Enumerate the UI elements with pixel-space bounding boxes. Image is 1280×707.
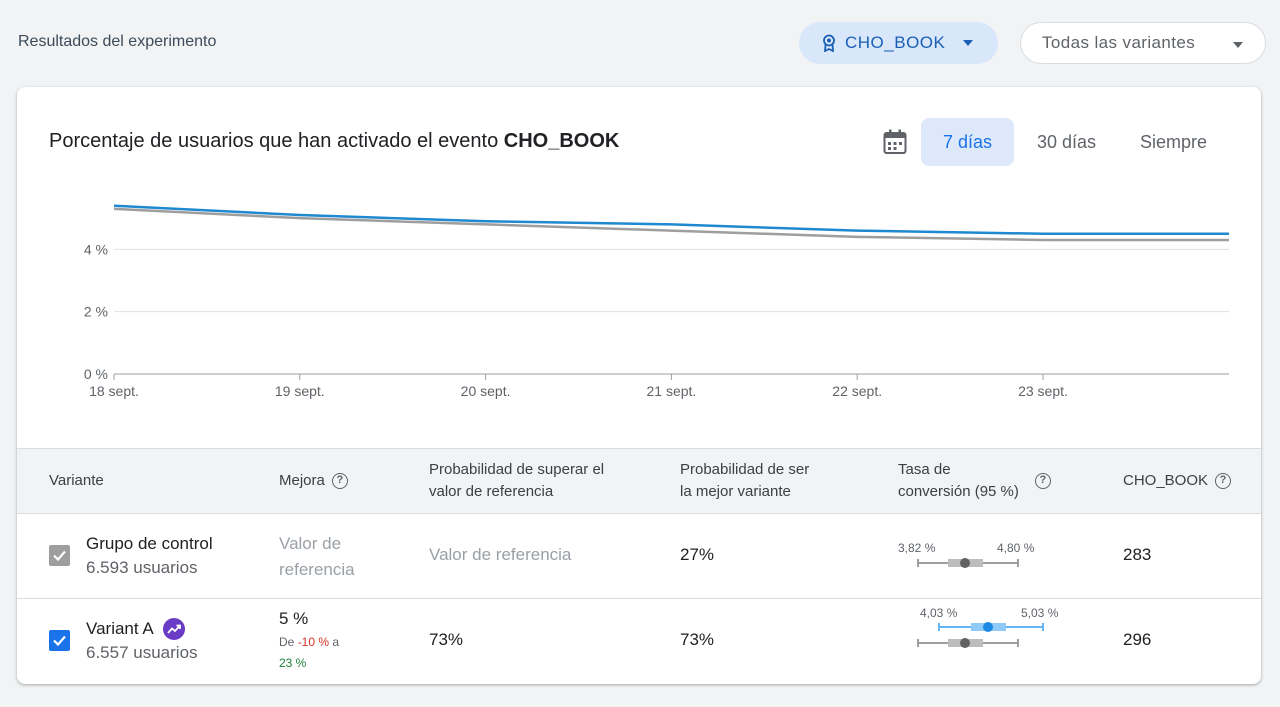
y-tick-label: 4 % xyxy=(84,241,108,257)
x-tick-label: 20 sept. xyxy=(461,383,511,399)
table-row-variant-a: Variant A 6.557 usuarios 5 % De -10 % a … xyxy=(17,599,1261,684)
range-to: a xyxy=(332,635,340,649)
x-tick-label: 22 sept. xyxy=(832,383,882,399)
header-conversion: Tasa de conversión (95 %) ? xyxy=(898,459,1051,503)
variant-users: 6.557 usuarios xyxy=(86,643,198,662)
help-icon[interactable]: ? xyxy=(1034,473,1051,489)
header-improvement-label: Mejora xyxy=(279,472,325,489)
chart-title-event: CHO_BOOK xyxy=(503,130,620,152)
variant-name: Variant A xyxy=(86,618,185,640)
control-checkbox[interactable] xyxy=(49,545,70,566)
page-title: Resultados del experimento xyxy=(18,33,217,50)
table-header: Variante Mejora ? Probabilidad de supera… xyxy=(17,448,1261,514)
header-prob-best-line1: Probabilidad de ser xyxy=(680,461,810,478)
variant-name-label: Variant A xyxy=(86,619,154,638)
header-prob-baseline-line1: Probabilidad de superar el xyxy=(429,461,605,478)
award-icon xyxy=(823,34,835,52)
trending-up-icon xyxy=(162,618,185,640)
improvement-range: De -10 % a xyxy=(279,635,339,649)
header-prob-baseline: Probabilidad de superar el valor de refe… xyxy=(429,459,604,503)
header-event: CHO_BOOK ? xyxy=(1123,470,1232,492)
results-card: Porcentaje de usuarios que han activado … xyxy=(17,87,1261,684)
series-line xyxy=(113,207,1229,242)
chart-title: Porcentaje de usuarios que han activado … xyxy=(49,130,619,153)
confidence-interval-variant-a xyxy=(938,622,1044,632)
y-tick-label: 0 % xyxy=(84,366,108,382)
event-selector-chip[interactable]: CHO_BOOK xyxy=(799,22,998,64)
prob-best-value: 73% xyxy=(680,630,715,649)
range-from: De xyxy=(279,635,295,649)
header-prob-baseline-line2: valor de referencia xyxy=(429,483,554,500)
conversion-line-chart: 0 % 2 % 4 % 18 sept. 19 sept. 20 sept. 21 sept… xyxy=(84,204,1229,399)
event-count: 283 xyxy=(1123,545,1152,564)
header-improvement: Mejora ? xyxy=(279,470,348,492)
improvement-line1: Valor de xyxy=(279,534,342,553)
improvement-line2: referencia xyxy=(279,560,355,579)
ci-high-label: 5,03 % xyxy=(1021,606,1059,620)
header-variant: Variante xyxy=(49,472,104,489)
event-count: 296 xyxy=(1123,630,1152,649)
ci-low-label: 4,03 % xyxy=(920,606,958,620)
header-conversion-line1: Tasa de xyxy=(898,461,951,478)
header-event-label: CHO_BOOK xyxy=(1123,472,1209,489)
help-icon[interactable]: ? xyxy=(331,473,348,489)
ci-low-label: 3,82 % xyxy=(898,541,936,555)
x-tick-label: 19 sept. xyxy=(275,383,325,399)
ci-high-label: 4,80 % xyxy=(997,541,1035,555)
help-icon[interactable]: ? xyxy=(1215,473,1232,489)
improvement-value: 5 % xyxy=(279,609,309,628)
header-prob-best: Probabilidad de ser la mejor variante xyxy=(680,459,809,503)
y-tick-label: 2 % xyxy=(84,304,108,320)
variant-a-checkbox[interactable] xyxy=(49,630,70,651)
range-30-days-button[interactable]: 30 días xyxy=(1036,131,1097,152)
variant-filter-label: Todas las variantes xyxy=(1042,33,1196,52)
x-tick-label: 18 sept. xyxy=(89,383,139,399)
header-conversion-line2: conversión (95 %) xyxy=(898,483,1019,500)
confidence-interval-control-reference xyxy=(917,638,1019,648)
variant-name: Grupo de control xyxy=(86,534,213,553)
confidence-interval-control xyxy=(917,558,1019,568)
improvement-baseline: Valor de referencia xyxy=(279,531,355,583)
x-tick-label: 21 sept. xyxy=(646,383,696,399)
range-all-button[interactable]: Siempre xyxy=(1139,131,1208,152)
range-7-days-button[interactable]: 7 días xyxy=(921,118,1014,166)
range-low: -10 % xyxy=(297,635,330,649)
chevron-down-icon xyxy=(1233,42,1243,48)
chevron-down-icon xyxy=(963,40,974,46)
prob-best-value: 27% xyxy=(680,545,715,564)
prob-baseline-value: 73% xyxy=(429,630,464,649)
header-prob-best-line2: la mejor variante xyxy=(680,483,791,500)
x-tick-label: 23 sept. xyxy=(1018,383,1068,399)
variant-filter-select[interactable]: Todas las variantes xyxy=(1020,22,1266,64)
chart-title-prefix: Porcentaje de usuarios que han activado … xyxy=(49,130,499,152)
calendar-icon[interactable] xyxy=(883,129,907,155)
prob-baseline-value: Valor de referencia xyxy=(429,545,572,564)
range-high: 23 % xyxy=(279,656,307,670)
table-row-control: Grupo de control 6.593 usuarios Valor de… xyxy=(17,514,1261,599)
variant-users: 6.593 usuarios xyxy=(86,558,198,577)
series-line xyxy=(113,204,1229,235)
event-chip-label: CHO_BOOK xyxy=(845,33,946,52)
